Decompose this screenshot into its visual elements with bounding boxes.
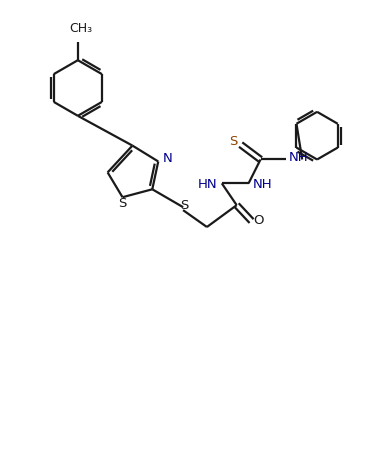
Text: S: S: [119, 197, 127, 210]
Text: N: N: [163, 152, 173, 165]
Text: O: O: [253, 213, 264, 227]
Text: CH₃: CH₃: [69, 22, 92, 35]
Text: NH: NH: [252, 178, 272, 191]
Text: S: S: [180, 199, 188, 212]
Text: S: S: [230, 135, 238, 148]
Text: HN: HN: [198, 178, 218, 191]
Text: NH: NH: [288, 151, 308, 164]
